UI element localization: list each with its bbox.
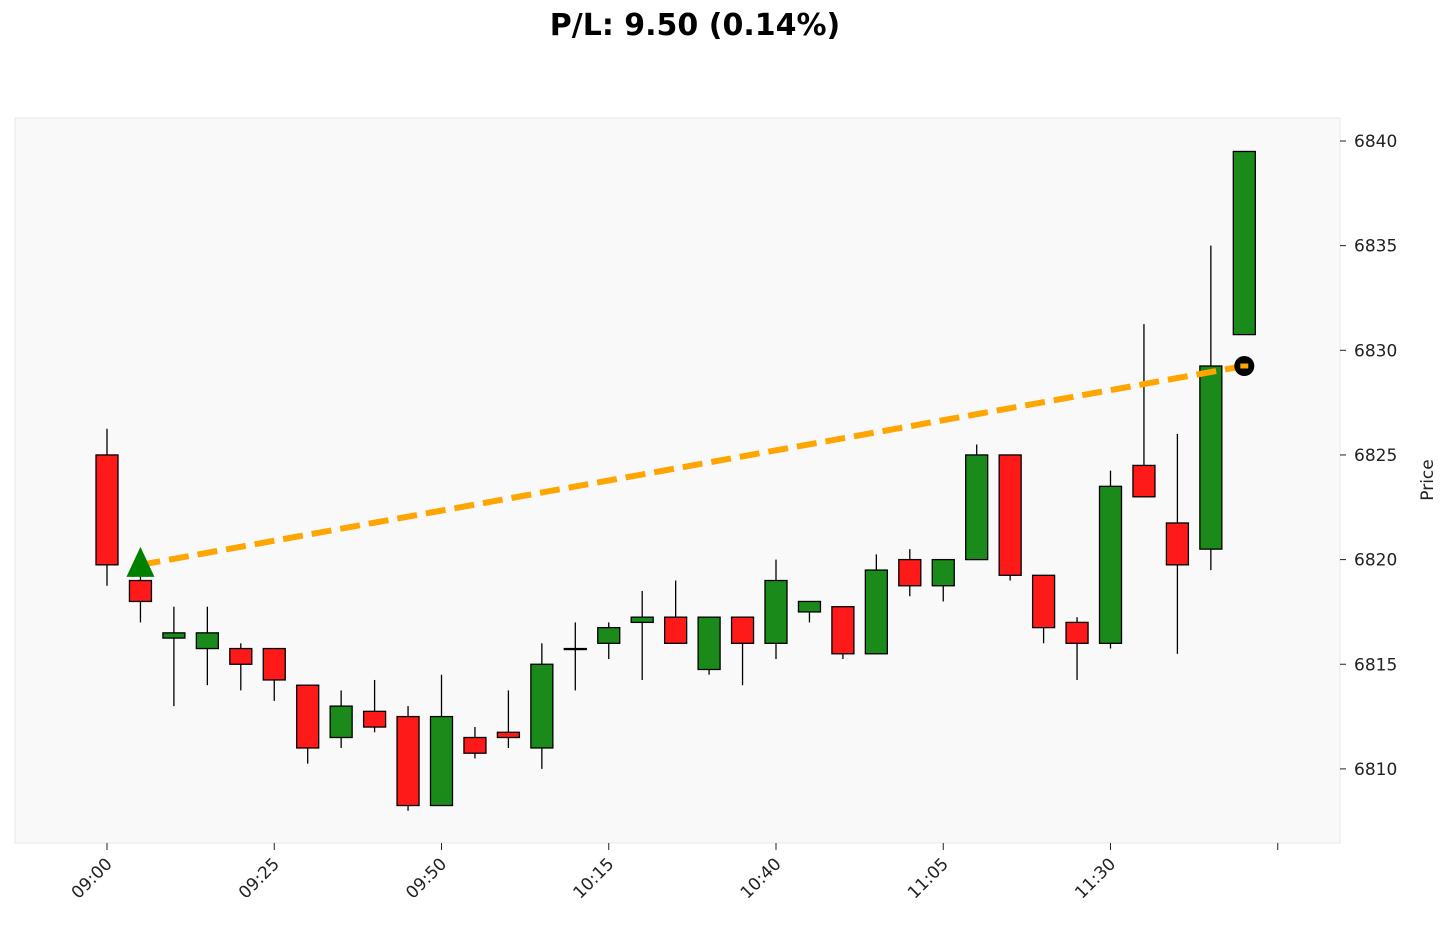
candle	[931, 558, 955, 602]
candle-body	[128, 579, 153, 603]
y-tick-label: 6840	[1354, 132, 1397, 152]
candle-body	[1132, 464, 1156, 498]
candle	[1098, 470, 1123, 649]
candle	[730, 616, 755, 686]
candle	[1031, 574, 1056, 644]
candle-body	[998, 454, 1022, 576]
candle	[162, 606, 186, 707]
candle-body	[229, 647, 253, 665]
y-tick-label: 6830	[1354, 341, 1397, 361]
candle-body	[429, 715, 454, 807]
candle	[864, 554, 888, 655]
y-tick-label: 6820	[1354, 551, 1397, 571]
candle-body	[764, 579, 788, 644]
trade-line	[139, 363, 1245, 568]
candle-body	[931, 558, 955, 587]
x-tick-label: 11:30	[1071, 854, 1120, 903]
x-tick-label: 09:25	[235, 854, 284, 903]
candle-body	[296, 684, 320, 749]
candle-body	[864, 569, 888, 655]
candle	[664, 580, 688, 644]
candle	[1132, 324, 1156, 498]
candle	[329, 690, 353, 748]
y-axis-label: Price	[1418, 459, 1438, 500]
candle	[229, 643, 253, 691]
y-tick-label: 6825	[1354, 446, 1397, 466]
candle-body	[1165, 522, 1190, 566]
entry-marker-triangle	[126, 546, 155, 577]
candle	[1165, 434, 1190, 654]
candle	[1199, 245, 1223, 571]
candle-body	[965, 454, 989, 561]
chart-title: P/L: 9.50 (0.14%)	[549, 8, 841, 43]
candle-body	[597, 626, 621, 644]
candle	[697, 616, 721, 675]
candle	[496, 690, 521, 748]
candle	[296, 684, 320, 764]
candle-body	[664, 616, 688, 644]
candle	[362, 679, 387, 733]
candle	[1065, 617, 1089, 680]
candle	[597, 622, 621, 660]
x-tick-label: 11:05	[904, 854, 953, 903]
y-tick-label: 6835	[1354, 237, 1397, 257]
candle-body	[1065, 621, 1089, 644]
candle	[463, 727, 487, 759]
candle-body	[563, 647, 587, 651]
candle-body	[1098, 485, 1123, 644]
x-tick-label: 10:40	[737, 854, 786, 903]
candle	[1232, 150, 1256, 336]
candle-body	[1199, 365, 1223, 550]
candle	[262, 647, 286, 701]
candle-body	[262, 647, 286, 681]
candle	[95, 428, 119, 586]
candle-body	[1232, 150, 1256, 336]
candle-body	[730, 616, 755, 644]
candle-body	[630, 616, 654, 624]
x-tick-label: 09:00	[68, 854, 117, 903]
candle	[530, 643, 554, 769]
y-tick-label: 6815	[1354, 655, 1397, 675]
candle-body	[95, 454, 119, 566]
candle-body	[697, 616, 721, 671]
candle	[898, 549, 922, 597]
plot-area	[14, 117, 1341, 844]
candle	[831, 606, 855, 660]
candle-body	[463, 736, 487, 754]
candle-body	[162, 632, 186, 639]
y-tick-label: 6810	[1354, 760, 1397, 780]
x-tick-label: 09:50	[402, 854, 451, 903]
candle-body	[1031, 574, 1056, 629]
candle	[195, 606, 220, 686]
candle	[998, 454, 1022, 581]
candle-body	[362, 710, 387, 728]
candle	[764, 559, 788, 660]
candle-body	[329, 705, 353, 739]
candle	[630, 590, 654, 680]
candle	[396, 706, 420, 811]
candle-body	[898, 558, 922, 587]
x-tick-label: 10:15	[569, 854, 618, 903]
candle-body	[195, 632, 220, 650]
candle-body	[396, 715, 420, 807]
candle-body	[797, 600, 822, 613]
candle-body	[496, 731, 521, 739]
candle	[429, 674, 454, 807]
candle-body	[831, 606, 855, 655]
candle	[563, 622, 587, 691]
candle	[965, 444, 989, 561]
candle-body	[530, 663, 554, 749]
candle	[797, 600, 822, 623]
